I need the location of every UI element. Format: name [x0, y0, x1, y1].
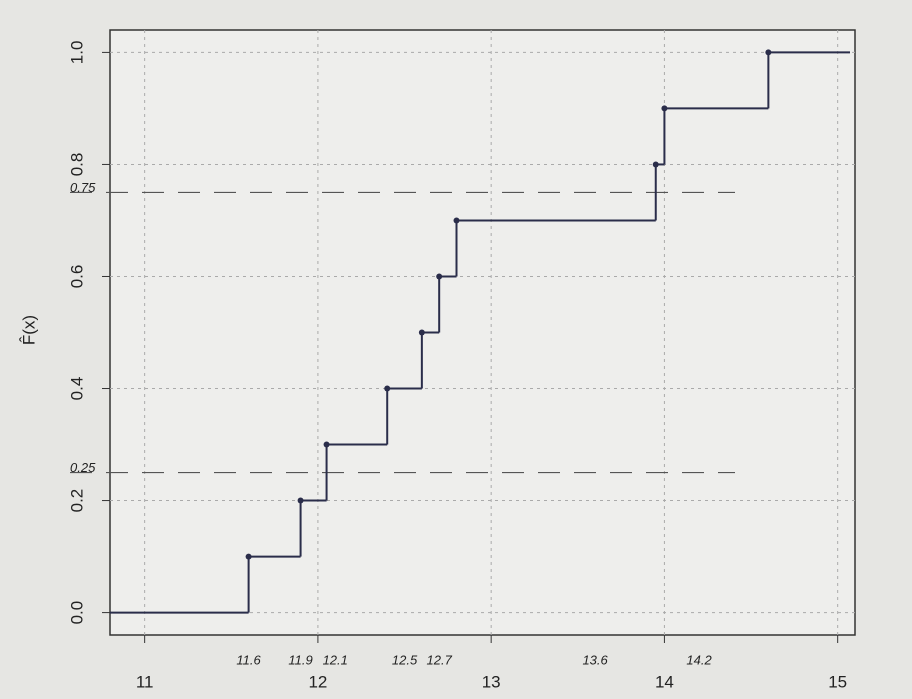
x-tick-label: 13	[482, 672, 501, 691]
y-tick-label: 0.4	[67, 377, 86, 401]
annotation: 0.75	[70, 180, 96, 195]
annotation: 12.1	[323, 652, 348, 667]
annotation: 14.2	[686, 652, 712, 667]
annotation: 12.7	[427, 652, 453, 667]
annotation: 0.25	[70, 460, 96, 475]
chart: F̂(x) 0.0 0.2 0.4 0.6 0.8 1.0 11 12 13 14 15 0.25 0.…	[0, 0, 912, 699]
y-tick-label: 0.0	[67, 601, 86, 625]
point	[661, 105, 667, 111]
annotation: 11.6	[236, 652, 261, 667]
plot-frame	[110, 30, 855, 635]
point	[384, 386, 390, 392]
point	[324, 442, 330, 448]
point	[298, 498, 304, 504]
x-tick-label: 15	[828, 672, 847, 691]
point	[246, 554, 252, 560]
x-tick-label: 14	[655, 672, 674, 691]
point	[653, 161, 659, 167]
annotation: 13.6	[582, 652, 608, 667]
point	[454, 217, 460, 223]
y-tick-label: 0.6	[67, 265, 86, 289]
y-tick-label: 1.0	[67, 41, 86, 65]
x-tick-label: 12	[308, 672, 327, 691]
y-tick-label: 0.2	[67, 489, 86, 513]
point	[419, 330, 425, 336]
x-tick-label: 11	[136, 672, 154, 691]
annotation: 11.9	[288, 652, 312, 667]
y-tick-label: 0.8	[67, 153, 86, 177]
point	[765, 49, 771, 55]
y-axis-label: F̂(x)	[19, 315, 39, 345]
point	[436, 273, 442, 279]
annotation: 12.5	[392, 652, 418, 667]
